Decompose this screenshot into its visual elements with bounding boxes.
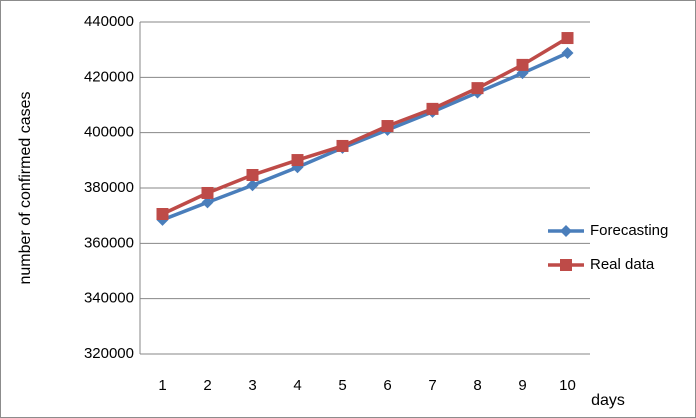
y-tick-label: 340000 (84, 290, 134, 307)
y-tick-label: 420000 (84, 68, 134, 85)
data-point (156, 208, 169, 221)
y-tick-label: 400000 (84, 124, 134, 141)
data-point (381, 120, 394, 133)
data-point (336, 139, 349, 152)
data-point (561, 32, 574, 45)
x-tick-label: 9 (518, 377, 526, 394)
x-tick-label: 7 (428, 377, 436, 394)
data-point (201, 186, 214, 199)
data-point (246, 179, 259, 192)
y-tick-label: 360000 (84, 234, 134, 251)
y-tick-label: 380000 (84, 179, 134, 196)
x-tick-label: 4 (293, 377, 301, 394)
x-tick-label: 10 (559, 377, 576, 394)
data-point (471, 82, 484, 95)
y-tick-label: 320000 (84, 345, 134, 362)
y-axis-label: number of confirmed cases (17, 92, 34, 285)
data-point (246, 168, 259, 181)
data-point (560, 225, 572, 237)
legend-label: Real data (590, 256, 655, 273)
data-point (560, 259, 572, 271)
x-tick-label: 6 (383, 377, 391, 394)
series-line (161, 51, 569, 222)
x-axis-label: days (591, 392, 625, 409)
y-tick-label: 440000 (84, 13, 134, 30)
x-tick-label: 1 (158, 377, 166, 394)
x-tick-label: 8 (473, 377, 481, 394)
data-point (291, 154, 304, 167)
legend-label: Forecasting (590, 222, 668, 239)
data-point (426, 102, 439, 115)
data-point (516, 58, 529, 71)
x-tick-label: 3 (248, 377, 256, 394)
data-point (561, 46, 574, 59)
data-point (201, 196, 214, 209)
series-line (161, 36, 569, 216)
x-tick-label: 2 (203, 377, 211, 394)
x-tick-label: 5 (338, 377, 346, 394)
